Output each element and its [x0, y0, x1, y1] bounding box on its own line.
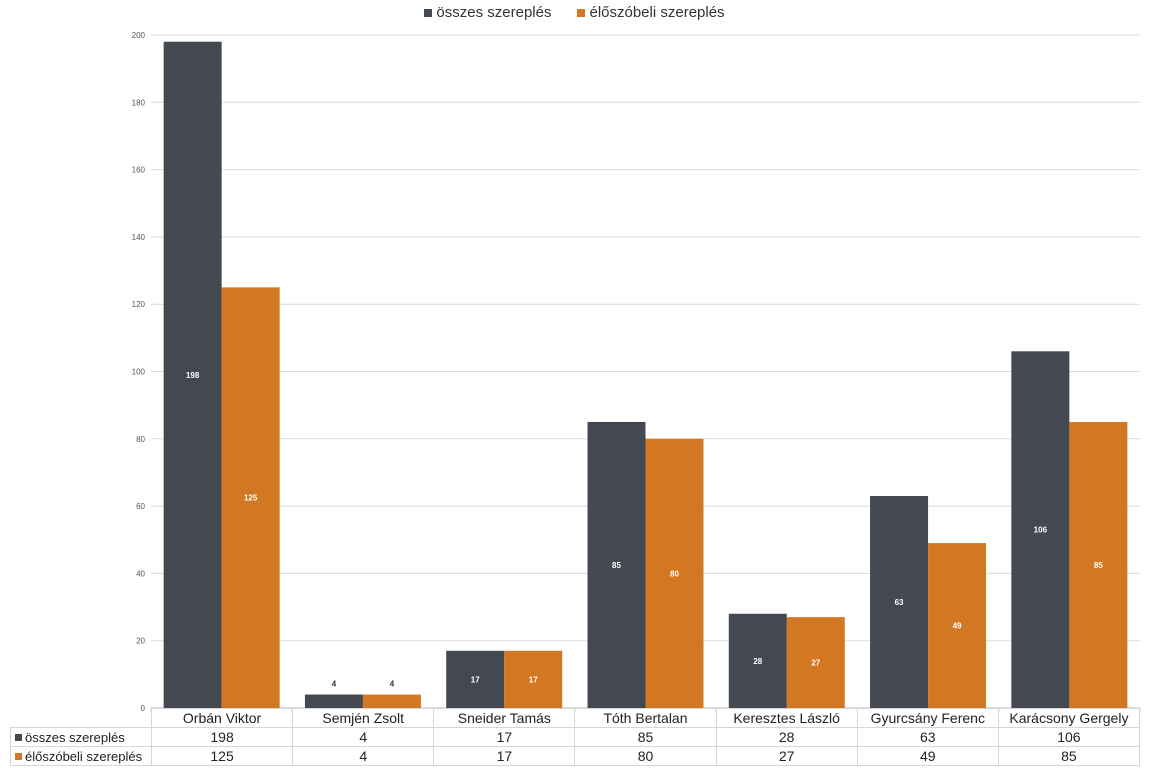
bar — [786, 617, 845, 708]
table-key-eloszobeli — [15, 752, 22, 760]
bar — [221, 287, 280, 708]
legend-item-osszes: összes szereplés — [424, 4, 551, 21]
y-tick-label: 200 — [132, 31, 146, 40]
table-cell: 125 — [150, 746, 294, 766]
table-key-osszes — [15, 733, 22, 741]
bar-data-label: 4 — [332, 680, 337, 689]
y-tick-label: 160 — [132, 166, 146, 175]
table-cell: 17 — [433, 727, 576, 747]
table-corner — [10, 708, 152, 728]
table-cell: 4 — [292, 727, 435, 747]
bar — [1011, 351, 1070, 708]
table-cell: 85 — [574, 727, 717, 747]
bar — [928, 543, 987, 708]
bar-data-label: 17 — [529, 675, 538, 684]
table-series-label: élőszóbeli szereplés — [25, 748, 143, 764]
bar-data-label: 80 — [670, 569, 679, 578]
table-cell: 17 — [433, 746, 576, 766]
table-row-osszes: összes szereplés 198 4 17 85 28 63 106 — [10, 727, 1141, 747]
table-row-eloszobeli: élőszóbeli szereplés 125 4 17 80 27 49 8… — [10, 746, 1141, 766]
bar-data-label: 27 — [811, 659, 820, 668]
bar — [446, 650, 505, 708]
table-header-cell: Tóth Bertalan — [574, 708, 717, 728]
bar — [645, 438, 704, 708]
legend-swatch-eloszobeli — [577, 8, 586, 17]
y-tick-label: 180 — [132, 98, 146, 107]
y-tick-label: 40 — [136, 569, 145, 578]
y-tick-label: 80 — [136, 435, 145, 444]
bar — [870, 496, 929, 708]
table-header-cell: Orbán Viktor — [150, 708, 294, 728]
bar-data-label: 63 — [895, 598, 904, 607]
y-tick-label: 140 — [132, 233, 146, 242]
bar-data-label: 125 — [244, 494, 258, 503]
y-tick-label: 60 — [136, 502, 145, 511]
bar-data-label: 85 — [1094, 561, 1103, 570]
bar — [1069, 421, 1128, 708]
y-tick-label: 100 — [132, 368, 146, 377]
bar-data-label: 85 — [612, 561, 621, 570]
table-header-cell: Sneider Tamás — [433, 708, 576, 728]
bar — [163, 41, 222, 709]
table-cell: 4 — [292, 746, 435, 766]
table-header-cell: Gyurcsány Ferenc — [856, 708, 999, 728]
table-cell: 27 — [715, 746, 858, 766]
chart-legend: összes szereplés élőszóbeli szereplés — [0, 4, 1149, 21]
table-series-label: összes szereplés — [25, 729, 125, 745]
table-cell: 28 — [715, 727, 858, 747]
bar — [728, 613, 787, 708]
bar — [304, 694, 363, 708]
chart-data-table: Orbán Viktor Semjén Zsolt Sneider Tamás … — [10, 708, 1141, 766]
y-tick-label: 120 — [132, 300, 146, 309]
table-cell: 85 — [997, 746, 1141, 766]
legend-label-osszes: összes szereplés — [436, 4, 552, 21]
bar-data-label: 4 — [390, 680, 395, 689]
table-header-cell: Keresztes László — [715, 708, 858, 728]
bar — [587, 421, 646, 708]
bar-data-label: 106 — [1034, 526, 1048, 535]
table-cell: 106 — [997, 727, 1141, 747]
legend-label-eloszobeli: élőszóbeli szereplés — [589, 4, 725, 21]
table-cell: 198 — [150, 727, 294, 747]
bar-data-label: 49 — [953, 622, 962, 631]
table-series-name: élőszóbeli szereplés — [10, 746, 152, 766]
table-cell: 80 — [574, 746, 717, 766]
bar — [504, 650, 563, 708]
y-tick-label: 20 — [136, 637, 145, 646]
table-cell: 49 — [856, 746, 999, 766]
bar-data-label: 198 — [186, 371, 200, 380]
bar — [362, 694, 421, 708]
table-header-row: Orbán Viktor Semjén Zsolt Sneider Tamás … — [10, 708, 1141, 728]
bar-data-label: 17 — [471, 675, 480, 684]
legend-swatch-osszes — [424, 8, 433, 17]
table-header-cell: Karácsony Gergely — [997, 708, 1141, 728]
table-header-cell: Semjén Zsolt — [292, 708, 435, 728]
bar-data-label: 28 — [753, 657, 762, 666]
table-cell: 63 — [856, 727, 999, 747]
table-series-name: összes szereplés — [10, 727, 152, 747]
legend-item-eloszobeli: élőszóbeli szereplés — [577, 4, 725, 21]
